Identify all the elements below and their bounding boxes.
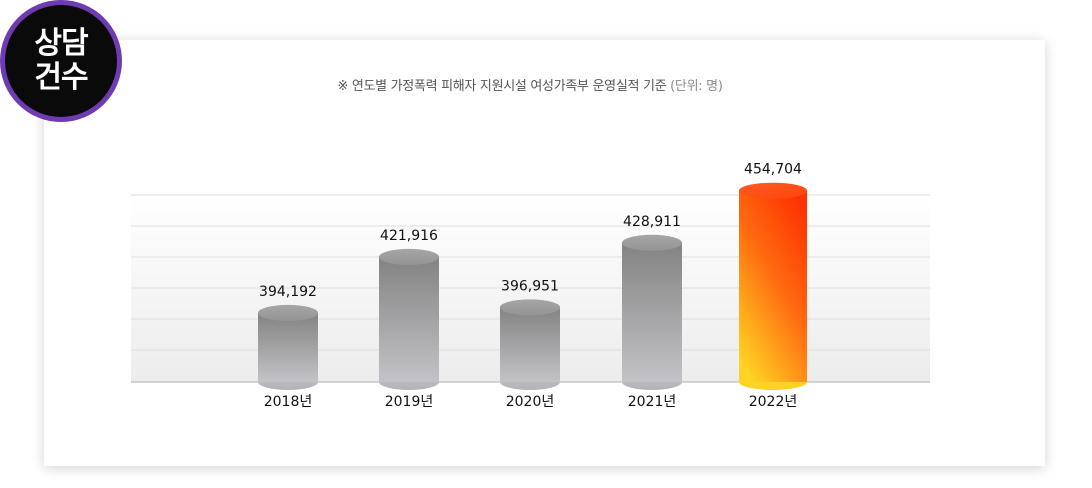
badge-line-1: 상담 (34, 26, 88, 61)
value-label: 421,916 (380, 228, 438, 244)
category-badge: 상담 건수 (0, 0, 122, 122)
bar-top-cap (379, 248, 439, 265)
bar-body (622, 242, 682, 382)
bar-top-cap (258, 304, 318, 321)
bar-body (258, 312, 318, 382)
badge-line-2: 건수 (34, 60, 88, 95)
bar-body (739, 190, 807, 382)
bar-2019년 (379, 248, 439, 390)
chart-title-unit: (단위: 명) (670, 79, 723, 94)
category-labels: 2018년 2019년 2020년 2021년 2022년 (264, 394, 798, 410)
bar-body (379, 256, 439, 382)
bar-2020년 (500, 299, 560, 390)
value-labels: 394,192 421,916 396,951 428,911 454,704 (259, 162, 802, 300)
category-label: 2022년 (749, 394, 798, 410)
chart-title-main: ※ 연도별 가정폭력 피해자 지원시설 여성가족부 운영실적 기준 (337, 79, 667, 94)
bar-2022년 (739, 182, 807, 390)
bar-top-cap (739, 182, 807, 199)
value-label: 396,951 (501, 278, 559, 294)
badge-circle: 상담 건수 (5, 5, 117, 117)
category-label: 2018년 (264, 394, 313, 410)
category-label: 2019년 (385, 394, 434, 410)
category-label: 2021년 (628, 394, 677, 410)
bars-group (258, 182, 807, 390)
chart-title: ※ 연도별 가정폭력 피해자 지원시설 여성가족부 운영실적 기준 (단위: 명… (0, 75, 1060, 94)
category-label: 2020년 (506, 394, 555, 410)
bar-body (500, 307, 560, 382)
bar-2021년 (622, 234, 682, 390)
bar-top-cap (622, 234, 682, 251)
bar-2018년 (258, 304, 318, 390)
bar-top-cap (500, 299, 560, 316)
value-label: 428,911 (623, 214, 681, 230)
value-label: 454,704 (744, 162, 802, 178)
value-label: 394,192 (259, 284, 317, 300)
